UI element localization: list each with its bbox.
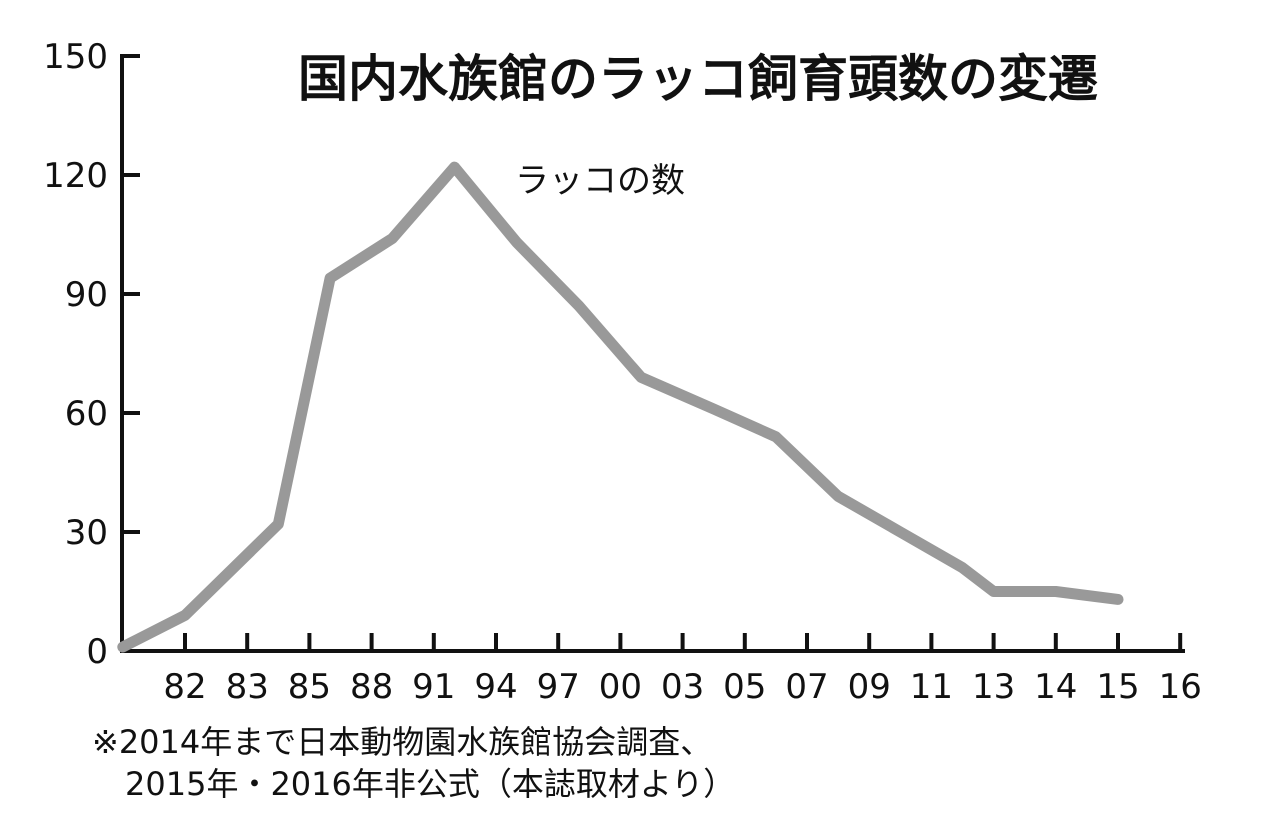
x-tick-label: 03 bbox=[661, 667, 704, 707]
y-tick-label: 30 bbox=[65, 513, 108, 553]
x-tick-label: 00 bbox=[599, 667, 642, 707]
data-point bbox=[775, 436, 777, 438]
y-axis-ticks: 0 30 60 90 120 150 bbox=[43, 37, 140, 672]
data-point bbox=[962, 567, 963, 569]
x-tick-label: 09 bbox=[848, 667, 891, 707]
data-point bbox=[993, 591, 995, 592]
y-tick-label: 60 bbox=[65, 394, 108, 434]
x-tick-label: 83 bbox=[226, 667, 269, 707]
x-tick-label: 13 bbox=[972, 667, 1015, 707]
y-tick-label: 0 bbox=[86, 632, 108, 672]
chart-title: 国内水族館のラッコ飼育頭数の変遷 bbox=[298, 49, 1098, 108]
x-tick-label: 91 bbox=[412, 667, 455, 707]
data-point bbox=[122, 646, 124, 648]
x-tick-label: 94 bbox=[474, 667, 517, 707]
x-tick-label: 88 bbox=[350, 667, 393, 707]
data-point bbox=[391, 238, 393, 239]
chart-axes bbox=[120, 54, 1185, 653]
series-layer bbox=[117, 161, 1124, 653]
data-point bbox=[578, 305, 580, 307]
data-point bbox=[516, 241, 518, 243]
series-line bbox=[117, 161, 1124, 653]
y-tick-label: 120 bbox=[43, 156, 108, 196]
x-tick-label: 11 bbox=[910, 667, 953, 707]
data-point bbox=[899, 531, 901, 533]
y-tick-label: 150 bbox=[43, 37, 108, 77]
x-tick-label: 16 bbox=[1159, 667, 1202, 707]
x-tick-label: 85 bbox=[288, 667, 331, 707]
data-point bbox=[640, 376, 642, 378]
data-point bbox=[329, 277, 331, 279]
x-tick-label: 15 bbox=[1096, 667, 1139, 707]
series-label: ラッコの数 bbox=[515, 161, 685, 201]
x-tick-label: 97 bbox=[537, 667, 580, 707]
x-axis-ticks: 82 83 85 88 91 94 97 00 03 05 07 09 11 13 14 15 16 bbox=[163, 633, 1202, 707]
footnote-line-1: ※2014年まで日本動物園水族館協会調査、 bbox=[92, 723, 713, 761]
y-tick-label: 90 bbox=[65, 275, 108, 315]
x-tick-label: 82 bbox=[163, 667, 206, 707]
footnote-line-2: 2015年・2016年非公式（本誌取材より） bbox=[125, 765, 736, 803]
x-tick-label: 14 bbox=[1034, 667, 1077, 707]
data-point bbox=[277, 523, 279, 525]
x-tick-label: 07 bbox=[785, 667, 828, 707]
data-point bbox=[1117, 598, 1119, 600]
data-point bbox=[184, 614, 186, 616]
x-tick-label: 05 bbox=[723, 667, 766, 707]
data-point bbox=[1055, 591, 1057, 592]
data-point bbox=[837, 495, 839, 497]
data-point bbox=[454, 166, 455, 168]
data-point bbox=[713, 408, 715, 410]
